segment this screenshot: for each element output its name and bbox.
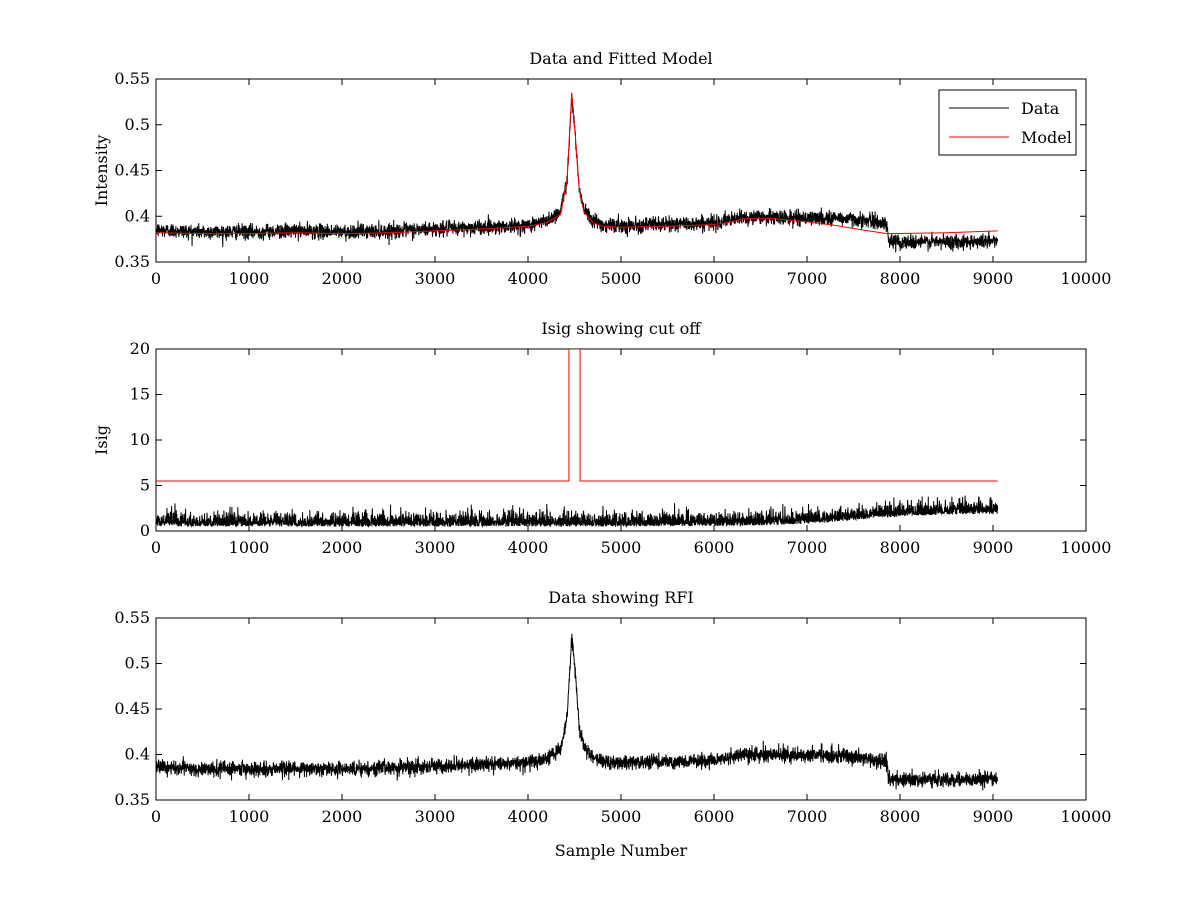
x-tick-label: 6000	[694, 538, 735, 557]
x-tick-label: 2000	[322, 538, 363, 557]
y-tick-label: 0.5	[125, 115, 150, 134]
x-tick-label: 9000	[973, 538, 1014, 557]
legend: Data Model	[938, 89, 1077, 156]
x-tick-label: 8000	[880, 807, 921, 826]
x-tick-label: 2000	[322, 807, 363, 826]
y-axis-label: Isig	[92, 425, 111, 455]
x-tick-label: 7000	[787, 269, 828, 288]
y-tick-label: 5	[140, 476, 150, 495]
x-tick-label: 1000	[229, 538, 270, 557]
y-tick-label: 0.5	[125, 654, 150, 673]
legend-label-data: Data	[1021, 99, 1060, 118]
plot-area	[155, 348, 1087, 532]
x-tick-label: 1000	[229, 269, 270, 288]
x-tick-label: 8000	[880, 269, 921, 288]
series-line-model	[156, 92, 998, 235]
x-tick-label: 5000	[601, 538, 642, 557]
y-tick-label: 0.35	[114, 252, 150, 271]
series-group	[156, 92, 999, 253]
x-tick-label: 9000	[973, 269, 1014, 288]
series-line-1	[156, 633, 999, 791]
x-tick-label: 10000	[1061, 269, 1112, 288]
chart-title: Data and Fitted Model	[529, 49, 712, 68]
series-line-2	[156, 349, 998, 482]
x-tick-label: 8000	[880, 538, 921, 557]
x-tick-label: 0	[151, 807, 161, 826]
y-tick-label: 0.55	[114, 69, 150, 88]
x-tick-label: 3000	[415, 538, 456, 557]
y-axis-label: Intensity	[92, 135, 111, 207]
y-tick-label: 0.35	[114, 790, 150, 809]
x-tick-label: 10000	[1061, 807, 1112, 826]
x-tick-label: 6000	[694, 807, 735, 826]
y-tick-label: 0.4	[125, 206, 150, 225]
y-tick-label: 0.45	[114, 161, 150, 180]
x-tick-label: 4000	[508, 807, 549, 826]
x-tick-label: 9000	[973, 807, 1014, 826]
chart-panel-2: 0 1000 2000 3000 4000 5000 6000 7000 8000 9000 100…	[92, 319, 1111, 557]
series-group	[156, 633, 999, 791]
legend-box	[938, 89, 1077, 156]
x-tick-label: 5000	[601, 807, 642, 826]
x-tick-label: 4000	[508, 538, 549, 557]
x-tick-label: 7000	[787, 807, 828, 826]
x-tick-label: 7000	[787, 538, 828, 557]
x-tick-label: 10000	[1061, 538, 1112, 557]
x-tick-label: 6000	[694, 269, 735, 288]
x-tick-label: 2000	[322, 269, 363, 288]
x-tick-label: 0	[151, 538, 161, 557]
chart-title: Data showing RFI	[548, 588, 693, 607]
y-tick-label: 0.45	[114, 699, 150, 718]
x-tick-label: 5000	[601, 269, 642, 288]
x-axis-label: Sample Number	[555, 841, 688, 860]
chart-panel-1: 0 1000 2000 3000 4000 5000 6000 7000 8000 9000 100…	[92, 49, 1111, 288]
y-tick-label: 0.4	[125, 745, 150, 764]
x-tick-label: 4000	[508, 269, 549, 288]
y-tick-label: 10	[130, 430, 150, 449]
legend-label-model: Model	[1021, 128, 1072, 147]
x-tick-label: 3000	[415, 269, 456, 288]
y-tick-label: 15	[130, 385, 150, 404]
chart-panel-3: 0 1000 2000 3000 4000 5000 6000 7000 8000 9000 100…	[114, 588, 1111, 860]
series-line-1	[156, 495, 999, 529]
y-tick-label: 20	[130, 339, 150, 358]
y-tick-label: 0	[140, 521, 150, 540]
x-tick-label: 3000	[415, 807, 456, 826]
chart-title: Isig showing cut off	[541, 319, 702, 338]
plot-area	[155, 617, 1087, 801]
x-tick-label: 1000	[229, 807, 270, 826]
y-tick-label: 0.55	[114, 608, 150, 627]
x-tick-label: 0	[151, 269, 161, 288]
series-group	[156, 349, 999, 529]
